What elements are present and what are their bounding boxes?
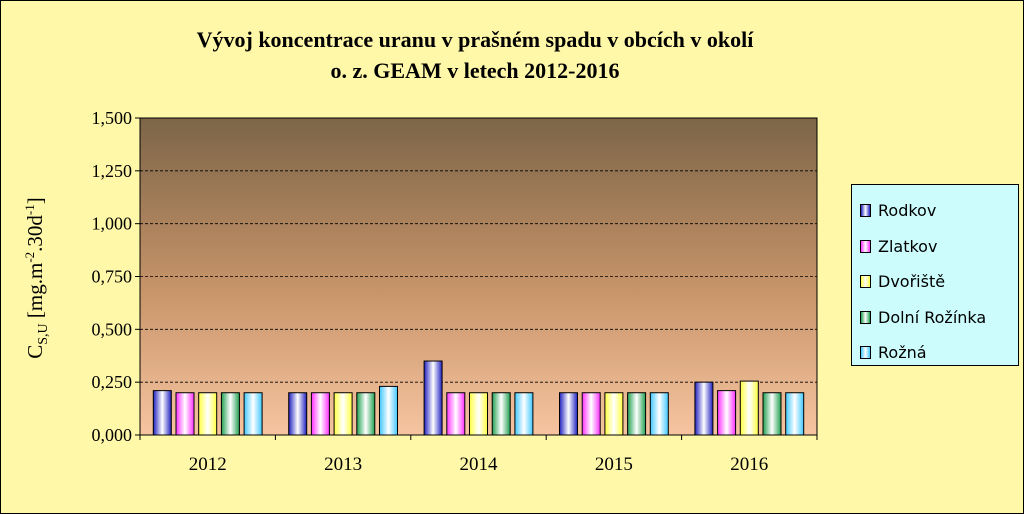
bar-rožná-2012 [243,392,263,436]
legend-swatch [860,310,871,324]
legend-item-rodkov: Rodkov [860,193,1018,229]
legend-label: Rožná [878,343,927,363]
bar-dolní-rožínka-2013 [356,392,376,436]
chart-title-line-1: Vývoj koncentrace uranu v prašném spadu … [197,27,755,52]
bar-rodkov-2016 [694,381,714,436]
bar-zlatkov-2016 [717,390,737,436]
bar-zlatkov-2013 [310,392,330,436]
bar-zlatkov-2015 [581,392,601,436]
chart-title-line-2: o. z. GEAM v letech 2012-2016 [331,58,620,83]
y-tick-label: 0,000 [92,425,133,445]
bar-rodkov-2012 [152,390,172,436]
legend-label: Dolní Rožínka [878,307,987,327]
bar-rožná-2016 [785,392,805,436]
legend-swatch [860,204,871,218]
y-tick-label: 0,250 [92,372,133,392]
x-tick-label: 2014 [460,454,499,475]
legend-swatch [860,275,871,289]
x-tick-label: 2015 [595,454,633,475]
legend-label: Rodkov [878,201,937,221]
y-tick-label: 0,500 [92,319,133,339]
bar-zlatkov-2012 [175,392,195,436]
bar-rodkov-2015 [559,392,578,436]
bar-dolní-rožínka-2016 [762,392,782,436]
legend: Rodkov Zlatkov Dvořiště Dolní Rožínka Rožná [851,184,1019,366]
bar-rožná-2015 [649,392,669,436]
legend-swatch [860,346,871,360]
legend-item-zlatkov: Zlatkov [860,229,1018,265]
legend-item-dolní-rožínka: Dolní Rožínka [860,300,1018,336]
legend-swatch [860,239,871,253]
bar-dvořiště-2015 [604,392,624,436]
legend-item-dvořiště: Dvořiště [860,264,1018,300]
bar-rožná-2014 [514,392,534,436]
bar-zlatkov-2014 [446,392,466,436]
x-tick-label: 2016 [730,454,768,475]
y-tick-label: 1,000 [92,214,133,234]
bar-dvořiště-2016 [739,380,759,436]
bar-dvořiště-2012 [198,392,218,436]
bar-rodkov-2014 [423,360,443,436]
y-axis-label: CS,U [mg.m-2.30d-1] [22,197,51,359]
x-tick-label: 2012 [189,454,227,475]
bar-dvořiště-2014 [469,392,488,436]
bar-dolní-rožínka-2014 [491,392,511,436]
y-tick-label: 0,750 [92,267,133,287]
bar-rodkov-2013 [288,392,308,436]
bar-dolní-rožínka-2012 [220,392,240,436]
bar-dolní-rožínka-2015 [627,392,647,436]
y-tick-label: 1,500 [92,108,133,128]
legend-item-rožná: Rožná [860,335,1018,371]
bar-dvořiště-2013 [333,392,353,436]
bar-rožná-2013 [379,385,398,436]
y-tick-label: 1,250 [92,161,133,181]
x-tick-label: 2013 [324,454,362,475]
legend-label: Dvořiště [878,272,946,292]
legend-label: Zlatkov [878,236,938,256]
